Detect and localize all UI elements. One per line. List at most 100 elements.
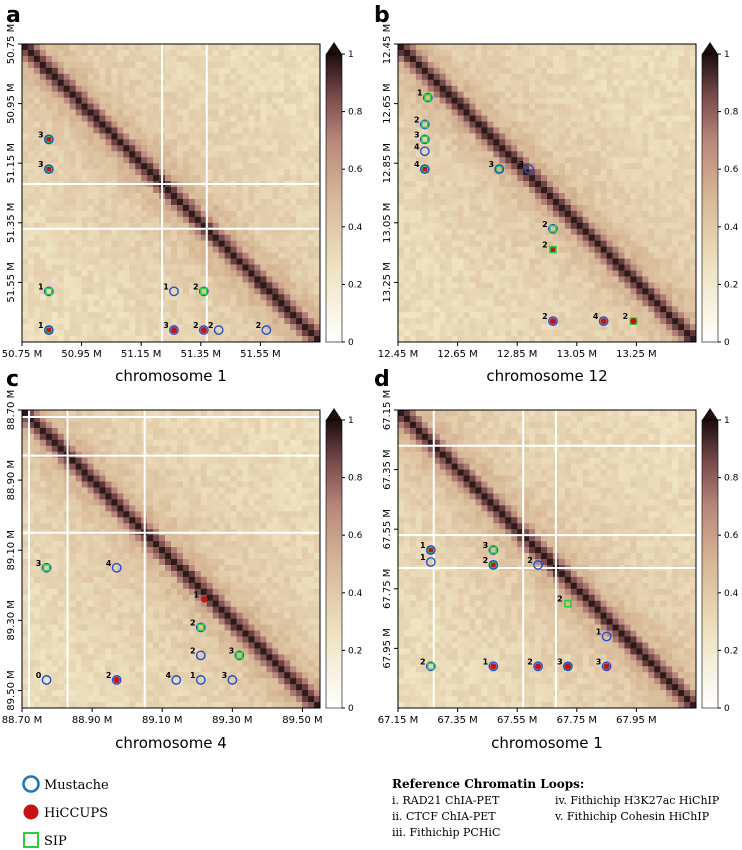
loop-marker: 2 — [527, 556, 543, 570]
loop-marker-label: 4 — [106, 559, 112, 568]
y-tick-label: 12.45 M — [382, 24, 393, 64]
loop-marker: 3 — [414, 130, 430, 145]
loop-marker: 2 — [542, 220, 558, 234]
loop-marker: 1 — [190, 671, 206, 685]
loop-marker-label: 3 — [38, 130, 44, 139]
reference-title: Reference Chromatin Loops: — [392, 777, 584, 791]
mustache-circle — [601, 661, 612, 672]
y-tick-label: 67.95 M — [382, 628, 393, 668]
chromosome-label: chromosome 1 — [115, 367, 227, 385]
sip-square — [199, 287, 208, 296]
panel-b: b12.45 M 12.65 M 12.85 M 13.05 M 13.25 M12.4… — [374, 3, 739, 385]
loop-marker-label: 2 — [527, 657, 533, 666]
sip-square — [489, 561, 498, 569]
reference-item: ii. CTCF ChIA-PET — [392, 810, 496, 823]
loop-marker: 1 — [420, 553, 436, 567]
mustache-circle — [425, 557, 436, 567]
hiccups-dot — [490, 663, 497, 670]
colorbar-tick-label: 0 — [724, 338, 730, 348]
loop-marker: 1 — [420, 541, 436, 555]
mustache-circle — [195, 622, 206, 633]
mustache-circle — [198, 325, 209, 335]
y-tick-label: 51.55 M — [6, 262, 17, 302]
sip-square — [421, 120, 429, 129]
hiccups-dot — [603, 663, 610, 670]
loop-marker-label: 2 — [414, 115, 420, 124]
sip-square — [549, 245, 557, 254]
colorbar-tick-label: 0.6 — [348, 165, 363, 175]
legend-hiccups-symbol — [23, 804, 39, 820]
loop-marker-label: 2 — [193, 321, 199, 330]
loop-marker-label: 4 — [414, 142, 420, 151]
colorbar — [701, 53, 719, 343]
legend-label: SIP — [44, 834, 67, 849]
hiccups-dot — [564, 663, 572, 670]
colorbar-tick-label: 0 — [348, 338, 354, 348]
y-tick-label: 88.90 M — [6, 460, 17, 500]
mustache-circle — [43, 134, 54, 145]
x-tick-label: 89.50 M — [282, 715, 322, 726]
loop-marker-label: 2 — [208, 321, 214, 330]
loop-marker-label: 2 — [542, 241, 548, 250]
colorbar-tick-label: 0.2 — [724, 646, 738, 656]
colorbar-tick-label: 0.4 — [724, 589, 739, 599]
loop-marker: 2 — [414, 115, 430, 130]
loop-marker: 2 — [527, 657, 543, 672]
chromosome-label: chromosome 4 — [115, 734, 227, 752]
hiccups-dot — [421, 165, 429, 173]
sip-square — [489, 546, 498, 554]
loop-marker-label: 2 — [420, 657, 426, 666]
y-tick-label: 67.35 M — [382, 449, 393, 489]
colorbar-tick-label: 0.4 — [724, 223, 739, 233]
mustache-circle — [562, 661, 573, 672]
colorbar — [325, 53, 343, 343]
mustache-circle — [111, 562, 122, 573]
y-tick-label: 88.70 M — [6, 390, 17, 430]
sip-square — [564, 599, 572, 608]
colorbar-tick-label: 0 — [348, 704, 354, 714]
mustache-circle — [213, 325, 224, 335]
loop-marker: 2 — [190, 646, 206, 661]
loop-marker-label: 1 — [163, 282, 169, 291]
legend: Mustache HiCCUPS SIP Reference Chromatin Lo… — [22, 775, 720, 849]
loop-marker-label: 4 — [414, 160, 420, 169]
loop-marker-label: 2 — [190, 618, 196, 627]
loop-marker: 4 — [414, 142, 430, 157]
colorbar-tick-label: 0.8 — [724, 108, 739, 118]
mustache-circle — [234, 650, 245, 661]
loop-marker-label: 2 — [106, 671, 112, 680]
reference-item: iii. Fithichip PCHiC — [392, 826, 500, 839]
colorbar-tick-label: 0.8 — [724, 474, 739, 484]
colorbar-tick-label: 1 — [724, 416, 730, 426]
loop-marker-label: 3 — [596, 657, 602, 666]
mustache-circle — [524, 164, 535, 175]
panel-letter-c: c — [6, 367, 19, 392]
x-tick-label: 51.55 M — [240, 349, 280, 360]
loop-marker: 2 — [483, 556, 499, 570]
loop-marker: 1 — [483, 657, 499, 672]
loop-marker-label: 2 — [623, 312, 629, 321]
heatmap-cells — [398, 44, 697, 343]
x-tick-label: 13.05 M — [557, 349, 597, 360]
loop-marker: 1 — [194, 590, 208, 603]
loop-marker: 3 — [38, 130, 54, 145]
loop-marker-label: 1 — [417, 89, 423, 98]
x-tick-label: 67.55 M — [497, 715, 537, 726]
x-tick-label: 51.15 M — [121, 349, 161, 360]
mustache-circle — [195, 675, 206, 685]
mustache-circle — [227, 675, 238, 685]
x-tick-label: 12.45 M — [378, 349, 418, 360]
loop-marker: 2 — [193, 321, 209, 335]
colorbar-tick-label: 1 — [348, 416, 354, 426]
colorbar-tick-label: 0.8 — [348, 108, 363, 118]
colorbar-extend-arrow — [702, 408, 718, 420]
mustache-circle — [169, 286, 179, 297]
y-tick-label: 50.75 M — [6, 24, 17, 64]
colorbar-tick-label: 0.4 — [348, 223, 363, 233]
loop-marker-label: 3 — [229, 646, 235, 655]
colorbar-tick-label: 0.2 — [348, 280, 362, 290]
loop-marker-label: 3 — [483, 541, 489, 550]
loop-marker-label: 3 — [557, 657, 563, 666]
loop-marker: 2 — [542, 241, 557, 254]
loop-marker-label: 2 — [557, 595, 563, 604]
